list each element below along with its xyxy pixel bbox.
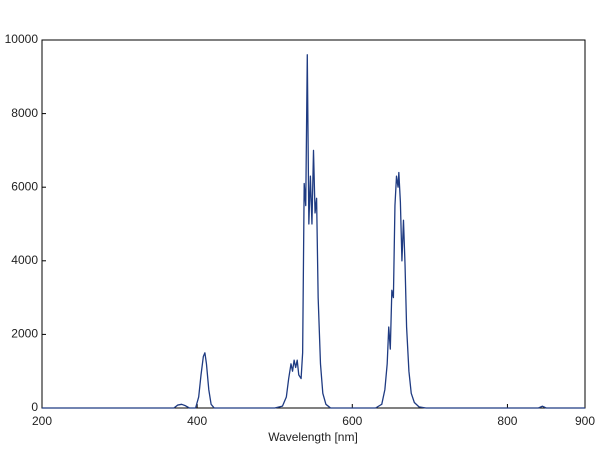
x-tick-label: 400 bbox=[187, 414, 207, 428]
x-tick-label: 800 bbox=[497, 414, 517, 428]
y-tick-label: 0 bbox=[31, 400, 38, 414]
y-tick-label: 6000 bbox=[11, 179, 38, 193]
y-tick-label: 4000 bbox=[11, 253, 38, 267]
plot-frame bbox=[41, 39, 586, 409]
x-tick-label: 600 bbox=[342, 414, 362, 428]
y-tick-label: 8000 bbox=[11, 106, 38, 120]
spectrum-line bbox=[42, 54, 585, 409]
x-tick-label: 900 bbox=[575, 414, 595, 428]
x-tick-label: 200 bbox=[32, 414, 52, 428]
y-tick-label: 10000 bbox=[5, 32, 39, 46]
y-tick-label: 2000 bbox=[11, 327, 38, 341]
x-axis-label: Wavelength [nm] bbox=[268, 430, 358, 444]
